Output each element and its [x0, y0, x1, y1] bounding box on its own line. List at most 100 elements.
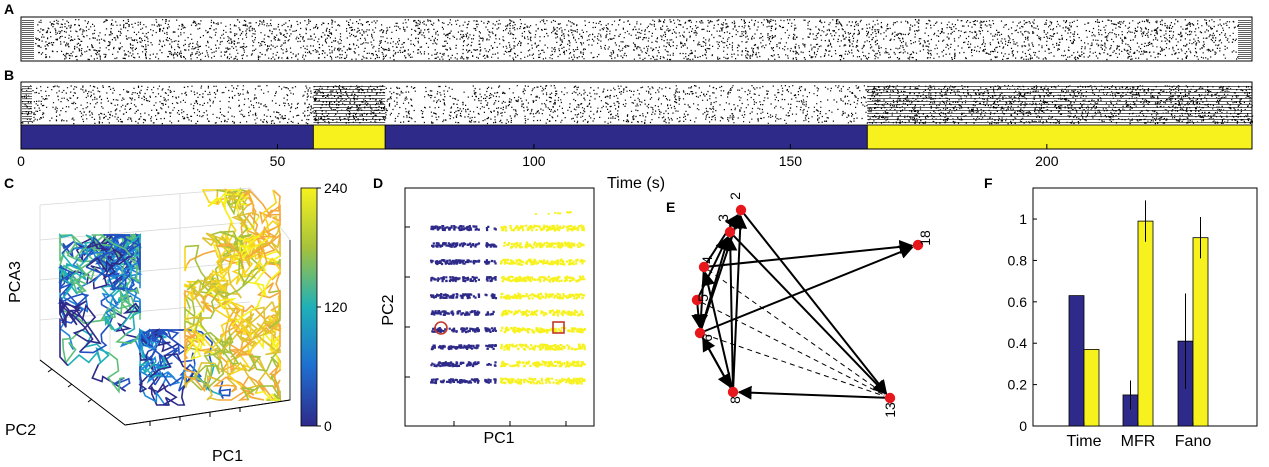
trajectory-segment [268, 364, 281, 398]
network-edge [732, 234, 887, 395]
trajectory-segment [191, 281, 220, 314]
trajectory-segment [85, 257, 116, 280]
trajectory-segment [247, 348, 281, 372]
trajectory-segment [250, 319, 279, 341]
network-node [724, 226, 736, 238]
trajectory-segment [220, 230, 244, 252]
trajectory-segment [59, 232, 73, 238]
trajectory-segment [225, 376, 265, 401]
bar-panel: Time MFR Fano 0 0.2 0.4 0.6 0.8 1 [1008, 187, 1258, 450]
trajectory-segment [150, 328, 171, 347]
trajectory-segment [79, 316, 114, 354]
network-node [735, 204, 747, 216]
trajectory-segment [240, 212, 269, 243]
bar-y-tick-label: 0.2 [1008, 377, 1028, 393]
spike-marks-b [21, 85, 1254, 125]
panel-label-d: D [373, 175, 383, 191]
spike-marks-a [22, 19, 1251, 61]
trajectory-segment [218, 380, 231, 400]
trajectory-segment [208, 269, 228, 293]
trajectory-segment [193, 349, 225, 388]
network-edge [708, 239, 914, 268]
trajectory-segment [214, 304, 252, 337]
trajectory-segment [235, 234, 271, 253]
trajectory-segment [203, 283, 237, 309]
raster-a-frame [20, 16, 1253, 62]
trajectory-segment [182, 316, 207, 335]
trajectory-segment [184, 330, 206, 361]
trajectory-segment [184, 361, 216, 388]
trajectory-segment [121, 287, 140, 305]
trajectory-segment [109, 246, 132, 272]
trajectory-segment [206, 375, 221, 401]
trajectory-segment [212, 376, 238, 393]
network-node [884, 392, 896, 404]
bar-y-tick-label: 0.6 [1008, 294, 1028, 310]
network-node [727, 386, 739, 398]
trajectory-segment [213, 221, 237, 253]
pca-trajectory [57, 186, 282, 406]
trajectory-segment [225, 341, 248, 358]
raster-panel-a [20, 16, 1253, 62]
network-edge [702, 337, 732, 389]
colorbar-tick-label: 0 [324, 418, 332, 434]
trajectory-segment [260, 250, 281, 265]
trajectory-segment [100, 301, 123, 320]
network-edge [704, 334, 885, 397]
network-node [691, 294, 703, 306]
trajectory-segment [184, 289, 201, 309]
trajectory-segment [255, 390, 280, 401]
trajectory-segment [146, 360, 163, 384]
trajectory-segment [250, 237, 277, 259]
trajectory-segment [194, 312, 228, 356]
trajectory-segment [216, 243, 244, 270]
network-edge [701, 301, 885, 396]
panel-label-b: B [4, 67, 14, 83]
trajectory-segment [198, 316, 247, 350]
network-node [698, 261, 710, 273]
trajectory-segment [259, 189, 281, 225]
trajectory-segment [201, 232, 233, 247]
blue-centroid-marker [434, 321, 448, 335]
trajectory-segment [261, 214, 281, 239]
trajectory-segment [121, 266, 141, 313]
raster-a-spikes [22, 19, 1251, 61]
network-panel: 2 3 4 5 6 8 13 18 [691, 192, 933, 418]
bar-category-label: MFR [1121, 433, 1156, 450]
trajectory-segment [268, 289, 281, 329]
trajectory-segment [231, 270, 281, 326]
trajectory-segment [125, 233, 141, 258]
raster-panel-b: 0 50 100 150 200 Time (s) [17, 81, 1254, 192]
pca-3d-ticks [47, 368, 291, 426]
network-edge [743, 213, 888, 395]
state-segment-yellow [312, 124, 386, 150]
network-node-label: 8 [727, 396, 743, 404]
trajectory-segment [247, 196, 257, 217]
panel-label-e: E [666, 199, 675, 215]
trajectory-segment [148, 328, 165, 344]
network-edges [691, 213, 914, 400]
network-edge [691, 304, 706, 329]
trajectory-segment [246, 232, 281, 259]
network-node [694, 327, 706, 339]
colorbar-tick-label: 240 [324, 180, 348, 196]
trajectory-segment [260, 215, 281, 235]
state-segment-blue [384, 124, 868, 150]
trajectory-segment [59, 318, 69, 367]
trajectory-segment [91, 364, 127, 392]
bar-category-label: Fano [1175, 433, 1212, 450]
trajectory-segment [241, 384, 281, 401]
panel-label-f: F [984, 175, 993, 191]
pca-2d-panel: PC1 PC2 [380, 187, 595, 447]
trajectory-segment [207, 189, 241, 208]
time-tick-label: 150 [779, 153, 803, 169]
trajectory-segment [251, 257, 281, 274]
trajectory-segment [61, 241, 75, 258]
bar-mfr-yellow [1137, 220, 1154, 427]
trajectory-segment [76, 234, 96, 270]
network-node-label: 2 [727, 192, 743, 200]
trajectory-segment [63, 262, 87, 281]
colorbar-ticks: 0 120 240 [317, 180, 348, 434]
bar-time-yellow [1083, 349, 1100, 427]
colorbar-tick-label: 120 [324, 299, 348, 315]
